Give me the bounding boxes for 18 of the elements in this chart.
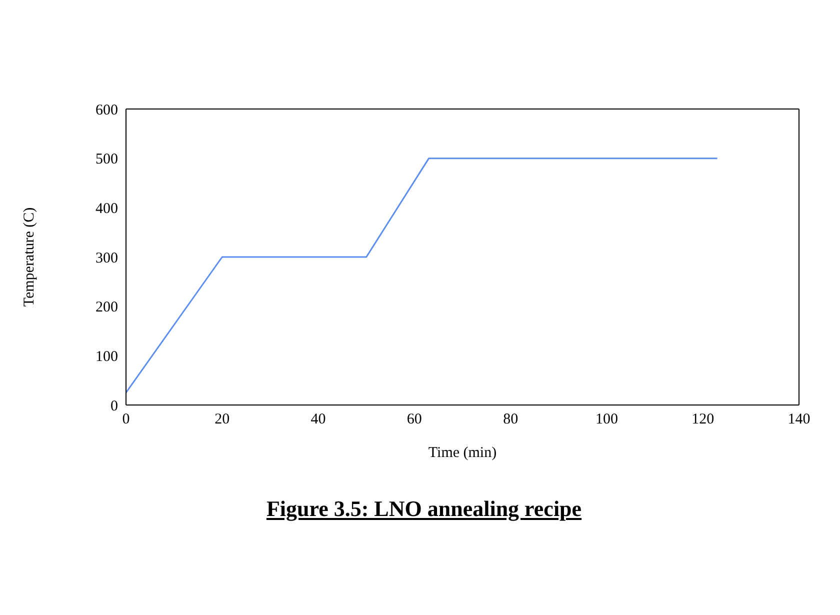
y-tick-label: 300	[96, 250, 118, 266]
x-tick-label: 0	[122, 412, 130, 428]
text: Figure 3.5: LNO annealing recipe	[265, 496, 583, 522]
y-tick-label: 0	[110, 398, 118, 414]
x-tick-label: 80	[503, 412, 518, 428]
x-tick-label: 60	[406, 412, 422, 428]
x-tick-label: 140	[788, 412, 810, 428]
y-tick-label: 400	[96, 200, 118, 217]
x-axis-title: Time (min)	[428, 445, 497, 461]
y-tick-label: 600	[96, 102, 118, 118]
x-tick-label: 120	[692, 412, 714, 428]
y-tick-label: 200	[96, 300, 118, 316]
x-tick-label: 100	[595, 412, 618, 428]
y-axis-title: Temperature (C)	[21, 207, 38, 307]
y-tick-label: 100	[96, 348, 118, 365]
x-tick-label: 20	[214, 412, 230, 428]
y-tick-label: 500	[96, 152, 118, 168]
x-tick-label: 40	[310, 412, 326, 428]
